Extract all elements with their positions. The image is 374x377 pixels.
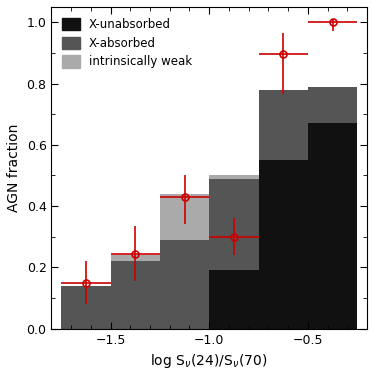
X-axis label: log S$_{\nu}$(24)/S$_{\nu}$(70): log S$_{\nu}$(24)/S$_{\nu}$(70) bbox=[150, 352, 268, 370]
Y-axis label: AGN fraction: AGN fraction bbox=[7, 124, 21, 212]
Legend: X-unabsorbed, X-absorbed, intrinsically weak: X-unabsorbed, X-absorbed, intrinsically … bbox=[57, 13, 197, 73]
